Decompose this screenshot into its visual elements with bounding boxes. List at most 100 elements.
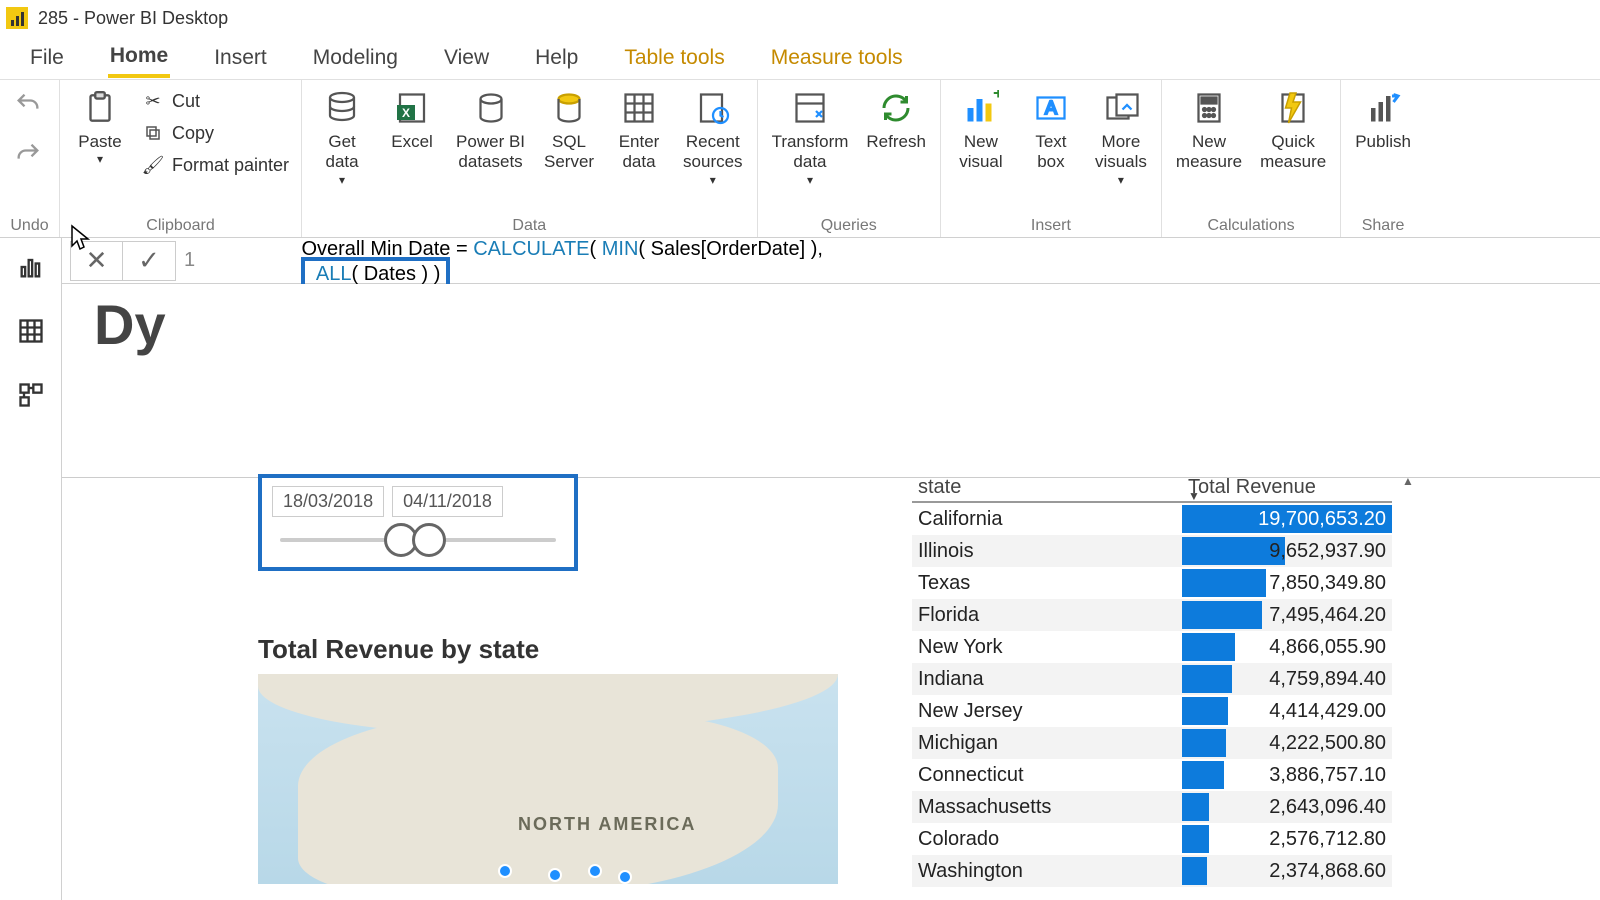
- slicer-end-date[interactable]: 04/11/2018: [392, 486, 503, 517]
- map-point[interactable]: [498, 864, 512, 878]
- cell-revenue: 7,495,464.20: [1182, 599, 1392, 631]
- table-row[interactable]: New York4,866,055.90: [912, 631, 1392, 663]
- model-view-button[interactable]: [14, 378, 48, 412]
- table-row[interactable]: Washington2,374,868.60: [912, 855, 1392, 887]
- cell-revenue: 4,759,894.40: [1182, 663, 1392, 695]
- publish-icon: [1363, 88, 1403, 128]
- publish-button[interactable]: Publish: [1349, 84, 1417, 156]
- cell-state: Florida: [912, 604, 1182, 627]
- tab-home[interactable]: Home: [108, 38, 170, 78]
- cell-state: Washington: [912, 860, 1182, 883]
- tab-table-tools[interactable]: Table tools: [622, 40, 726, 76]
- recent-icon: [693, 88, 733, 128]
- cell-state: Colorado: [912, 828, 1182, 851]
- cell-revenue: 2,576,712.80: [1182, 823, 1392, 855]
- scissors-icon: ✂: [142, 90, 164, 112]
- table-row[interactable]: Indiana4,759,894.40: [912, 663, 1392, 695]
- svg-text:+: +: [993, 90, 999, 103]
- tab-measure-tools[interactable]: Measure tools: [769, 40, 905, 76]
- quick-measure-icon: [1273, 88, 1313, 128]
- table-col-state[interactable]: state: [912, 474, 1182, 501]
- date-slicer[interactable]: 18/03/2018 04/11/2018: [258, 474, 578, 571]
- table-row[interactable]: New Jersey4,414,429.00: [912, 695, 1392, 727]
- cell-revenue: 4,414,429.00: [1182, 695, 1392, 727]
- get-data-button[interactable]: Get data▾: [310, 84, 374, 191]
- table-row[interactable]: Colorado2,576,712.80: [912, 823, 1392, 855]
- more-visuals-button[interactable]: More visuals▾: [1089, 84, 1153, 191]
- formula-commit-button[interactable]: ✓: [123, 242, 175, 280]
- undo-button[interactable]: [14, 90, 46, 122]
- cell-revenue: 9,652,937.90: [1182, 535, 1392, 567]
- formula-cancel-button[interactable]: ✕: [71, 242, 123, 280]
- chevron-down-icon: ▾: [807, 173, 813, 187]
- table-row[interactable]: Texas7,850,349.80: [912, 567, 1392, 599]
- cell-revenue: 7,850,349.80: [1182, 567, 1392, 599]
- page-title: Dy: [94, 292, 1600, 357]
- database-icon: [322, 88, 362, 128]
- new-measure-button[interactable]: New measure: [1170, 84, 1248, 177]
- data-view-button[interactable]: [14, 314, 48, 348]
- table-col-revenue[interactable]: Total Revenue ▼: [1182, 474, 1392, 501]
- copy-icon: [142, 122, 164, 144]
- tab-modeling[interactable]: Modeling: [311, 40, 400, 76]
- map-point[interactable]: [548, 868, 562, 882]
- ribbon-group-calculations: New measure Quick measure Calculations: [1162, 80, 1341, 237]
- report-view-button[interactable]: [14, 250, 48, 284]
- tab-help[interactable]: Help: [533, 40, 580, 76]
- table-row[interactable]: Michigan4,222,500.80: [912, 727, 1392, 759]
- table-scrollbar[interactable]: ▲: [1400, 474, 1416, 887]
- redo-button[interactable]: [14, 140, 46, 172]
- report-canvas[interactable]: Dy 18/03/2018 04/11/2018 Total Revenue b…: [62, 284, 1600, 900]
- sql-server-button[interactable]: SQL Server: [537, 84, 601, 177]
- excel-button[interactable]: XExcel: [380, 84, 444, 156]
- tab-insert[interactable]: Insert: [212, 40, 269, 76]
- dataset-icon: [471, 88, 511, 128]
- pbi-datasets-button[interactable]: Power BI datasets: [450, 84, 531, 177]
- enter-data-button[interactable]: Enter data: [607, 84, 671, 177]
- chevron-down-icon: ▾: [97, 152, 103, 166]
- map-visual[interactable]: NORTH AMERICA: [258, 674, 838, 884]
- cut-button[interactable]: ✂Cut: [138, 88, 293, 114]
- table-row[interactable]: Massachusetts2,643,096.40: [912, 791, 1392, 823]
- table-row[interactable]: California19,700,653.20: [912, 503, 1392, 535]
- visuals-icon: [1101, 88, 1141, 128]
- ribbon-group-undo: Undo: [0, 80, 60, 237]
- text-box-button[interactable]: AText box: [1019, 84, 1083, 177]
- cell-revenue: 2,643,096.40: [1182, 791, 1392, 823]
- slicer-start-date[interactable]: 18/03/2018: [272, 486, 384, 517]
- cell-revenue: 4,222,500.80: [1182, 727, 1392, 759]
- sql-icon: [549, 88, 589, 128]
- format-painter-button[interactable]: 🖌Format painter: [138, 152, 293, 178]
- formula-bar[interactable]: ✕ ✓ 1 Overall Min Date = CALCULATE( MIN(…: [62, 238, 1600, 284]
- svg-text:A: A: [1045, 98, 1057, 118]
- cell-state: Massachusetts: [912, 796, 1182, 819]
- chevron-down-icon: ▾: [710, 173, 716, 187]
- table-row[interactable]: Connecticut3,886,757.10: [912, 759, 1392, 791]
- map-point[interactable]: [618, 870, 632, 884]
- transform-data-button[interactable]: Transform data▾: [766, 84, 855, 191]
- titlebar: 285 - Power BI Desktop: [0, 0, 1600, 36]
- chevron-down-icon: ▾: [339, 173, 345, 187]
- quick-measure-button[interactable]: Quick measure: [1254, 84, 1332, 177]
- slicer-slider[interactable]: [280, 527, 556, 553]
- copy-button[interactable]: Copy: [138, 120, 293, 146]
- paste-button[interactable]: Paste ▾: [68, 84, 132, 171]
- table-visual[interactable]: state Total Revenue ▼ California19,700,6…: [912, 474, 1392, 887]
- ribbon-group-insert: +New visual AText box More visuals▾ Inse…: [941, 80, 1162, 237]
- excel-icon: X: [392, 88, 432, 128]
- cell-state: Michigan: [912, 732, 1182, 755]
- table-row[interactable]: Illinois9,652,937.90: [912, 535, 1392, 567]
- refresh-button[interactable]: Refresh: [860, 84, 932, 156]
- cell-revenue: 4,866,055.90: [1182, 631, 1392, 663]
- window-title: 285 - Power BI Desktop: [38, 8, 228, 29]
- scroll-up-icon[interactable]: ▲: [1400, 474, 1416, 490]
- cell-state: New Jersey: [912, 700, 1182, 723]
- tab-file[interactable]: File: [28, 40, 66, 76]
- recent-sources-button[interactable]: Recent sources▾: [677, 84, 749, 191]
- slider-thumb-end[interactable]: [412, 523, 446, 557]
- map-point[interactable]: [588, 864, 602, 878]
- table-header[interactable]: state Total Revenue ▼: [912, 474, 1392, 503]
- table-row[interactable]: Florida7,495,464.20: [912, 599, 1392, 631]
- new-visual-button[interactable]: +New visual: [949, 84, 1013, 177]
- tab-view[interactable]: View: [442, 40, 491, 76]
